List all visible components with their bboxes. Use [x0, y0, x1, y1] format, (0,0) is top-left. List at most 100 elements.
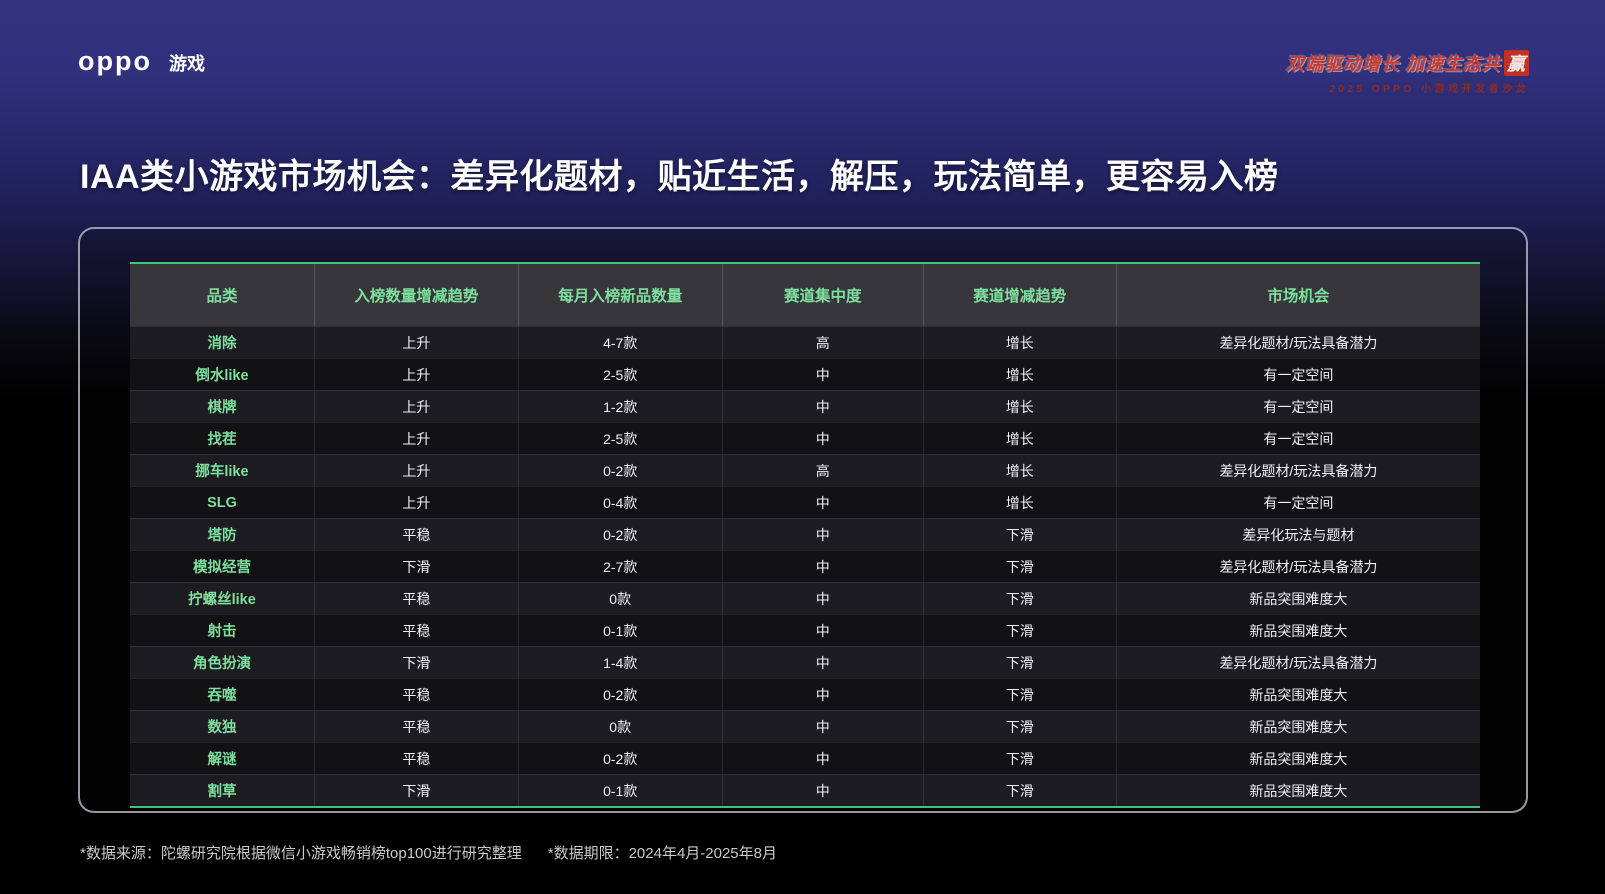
- column-header: 品类: [130, 264, 315, 326]
- table-cell: 上升: [315, 423, 519, 454]
- table-cell: 有一定空间: [1263, 366, 1334, 383]
- table-row: 吞噬 平稳 0-2款中下滑 新品突围难度大: [130, 678, 1480, 710]
- table-row: 角色扮演 下滑 1-4款中下滑 差异化题材/玩法具备潜力: [130, 646, 1480, 678]
- footnote-period: *数据期限：2024年4月-2025年8月: [547, 845, 777, 862]
- table-cell: 下滑: [924, 775, 1117, 806]
- table-cell: 1-2款: [519, 391, 723, 422]
- table-cell: 下滑: [315, 775, 519, 806]
- table-body: 消除 上升 4-7款高增长 差异化题材/玩法具备潜力 倒水like 上升 2-5款中增长 有一…: [130, 326, 1480, 806]
- category-cell: 塔防: [130, 519, 315, 550]
- table-cell: 新品突围难度大: [1249, 718, 1348, 735]
- table-cell: 2-7款: [519, 551, 723, 582]
- table-panel: 品类 入榜数量增减趋势 每月入榜新品数量 赛道集中度 赛道增减趋势 市场机会 消除 上升 4-…: [78, 227, 1528, 813]
- table-cell: 下滑: [924, 743, 1117, 774]
- table-cell: 4-7款: [519, 327, 723, 358]
- table-cell: 平稳: [315, 743, 519, 774]
- table-row: 射击 平稳 0-1款中下滑 新品突围难度大: [130, 614, 1480, 646]
- table-cell: 差异化题材/玩法具备潜力: [1219, 654, 1378, 671]
- category-cell: 角色扮演: [130, 647, 315, 678]
- table-cell: 新品突围难度大: [1249, 782, 1348, 799]
- table-row: 倒水like 上升 2-5款中增长 有一定空间: [130, 358, 1480, 390]
- table-row: 拧螺丝like 平稳 0款中下滑 新品突围难度大: [130, 582, 1480, 614]
- table-row: 消除 上升 4-7款高增长 差异化题材/玩法具备潜力: [130, 326, 1480, 358]
- table-cell: 中: [723, 679, 924, 710]
- table-cell: 差异化题材/玩法具备潜力: [1219, 334, 1378, 351]
- table-cell: 上升: [315, 455, 519, 486]
- table-cell: 增长: [924, 487, 1117, 518]
- table-cell: 1-4款: [519, 647, 723, 678]
- footnotes: *数据来源：陀螺研究院根据微信小游戏畅销榜top100进行研究整理 *数据期限：…: [80, 842, 777, 863]
- table-cell: 平稳: [315, 679, 519, 710]
- table-cell: 中: [723, 359, 924, 390]
- table-cell: 0-1款: [519, 775, 723, 806]
- table-cell: 下滑: [924, 519, 1117, 550]
- category-cell: 棋牌: [130, 391, 315, 422]
- table-cell: 0-4款: [519, 487, 723, 518]
- table-cell: 0款: [519, 583, 723, 614]
- table-cell: 差异化题材/玩法具备潜力: [1219, 462, 1378, 479]
- table-cell: 上升: [315, 359, 519, 390]
- table-cell: 2-5款: [519, 359, 723, 390]
- event-slogan: 双端驱动增长 加速生态共赢: [1286, 50, 1529, 76]
- table-cell: 增长: [924, 391, 1117, 422]
- event-badge: 双端驱动增长 加速生态共赢 2025 OPPO 小游戏开发者沙龙: [1286, 50, 1529, 95]
- table-row: 解谜 平稳 0-2款中下滑 新品突围难度大: [130, 742, 1480, 774]
- table-header: 品类 入榜数量增减趋势 每月入榜新品数量 赛道集中度 赛道增减趋势 市场机会: [130, 262, 1480, 326]
- category-cell: 倒水like: [130, 359, 315, 390]
- table-cell: 0-2款: [519, 455, 723, 486]
- table-cell: 平稳: [315, 615, 519, 646]
- footnote-source: *数据来源：陀螺研究院根据微信小游戏畅销榜top100进行研究整理: [80, 845, 522, 862]
- column-header: 赛道增减趋势: [924, 264, 1117, 326]
- table-cell: 新品突围难度大: [1249, 750, 1348, 767]
- table-row: SLG 上升 0-4款中增长 有一定空间: [130, 486, 1480, 518]
- table-cell: 中: [723, 583, 924, 614]
- market-table: 品类 入榜数量增减趋势 每月入榜新品数量 赛道集中度 赛道增减趋势 市场机会 消除 上升 4-…: [130, 262, 1480, 808]
- table-row: 割草 下滑 0-1款中下滑 新品突围难度大: [130, 774, 1480, 806]
- table-row: 棋牌 上升 1-2款中增长 有一定空间: [130, 390, 1480, 422]
- category-cell: 消除: [130, 327, 315, 358]
- table-cell: 高: [723, 455, 924, 486]
- table-cell: 中: [723, 519, 924, 550]
- table-cell: 下滑: [924, 647, 1117, 678]
- table-cell: 上升: [315, 327, 519, 358]
- table-row: 数独 平稳 0款中下滑 新品突围难度大: [130, 710, 1480, 742]
- table-cell: 平稳: [315, 583, 519, 614]
- table-cell: 下滑: [924, 615, 1117, 646]
- category-cell: 割草: [130, 775, 315, 806]
- table-cell: 中: [723, 711, 924, 742]
- column-header: 每月入榜新品数量: [519, 264, 723, 326]
- category-cell: 模拟经营: [130, 551, 315, 582]
- table-cell: 增长: [924, 423, 1117, 454]
- table-cell: 下滑: [924, 583, 1117, 614]
- table-cell: 平稳: [315, 519, 519, 550]
- table-cell: 下滑: [924, 551, 1117, 582]
- table-cell: 下滑: [315, 647, 519, 678]
- category-cell: 射击: [130, 615, 315, 646]
- table-cell: 增长: [924, 455, 1117, 486]
- oppo-logo: OPPO: [78, 46, 152, 76]
- category-cell: 数独: [130, 711, 315, 742]
- table-cell: 新品突围难度大: [1249, 686, 1348, 703]
- table-row: 找茬 上升 2-5款中增长 有一定空间: [130, 422, 1480, 454]
- page-title: IAA类小游戏市场机会：差异化题材，贴近生活，解压，玩法简单，更容易入榜: [80, 158, 1279, 196]
- table-cell: 有一定空间: [1263, 494, 1334, 511]
- category-cell: 解谜: [130, 743, 315, 774]
- table-cell: 有一定空间: [1263, 398, 1334, 415]
- table-cell: 增长: [924, 359, 1117, 390]
- column-header: 入榜数量增减趋势: [315, 264, 519, 326]
- table-cell: 差异化题材/玩法具备潜力: [1219, 558, 1378, 575]
- table-cell: 下滑: [315, 551, 519, 582]
- table-cell: 2-5款: [519, 423, 723, 454]
- table-row: 模拟经营 下滑 2-7款中下滑 差异化题材/玩法具备潜力: [130, 550, 1480, 582]
- table-cell: 上升: [315, 487, 519, 518]
- event-slogan-stamp: 赢: [1504, 50, 1529, 76]
- table-cell: 中: [723, 775, 924, 806]
- table-row: 挪车like 上升 0-2款高增长 差异化题材/玩法具备潜力: [130, 454, 1480, 486]
- category-cell: SLG: [130, 487, 315, 518]
- table-cell: 增长: [924, 327, 1117, 358]
- table-cell: 中: [723, 391, 924, 422]
- table-cell: 下滑: [924, 711, 1117, 742]
- table-cell: 0-2款: [519, 519, 723, 550]
- table-row: 塔防 平稳 0-2款中下滑 差异化玩法与题材: [130, 518, 1480, 550]
- table-cell: 中: [723, 487, 924, 518]
